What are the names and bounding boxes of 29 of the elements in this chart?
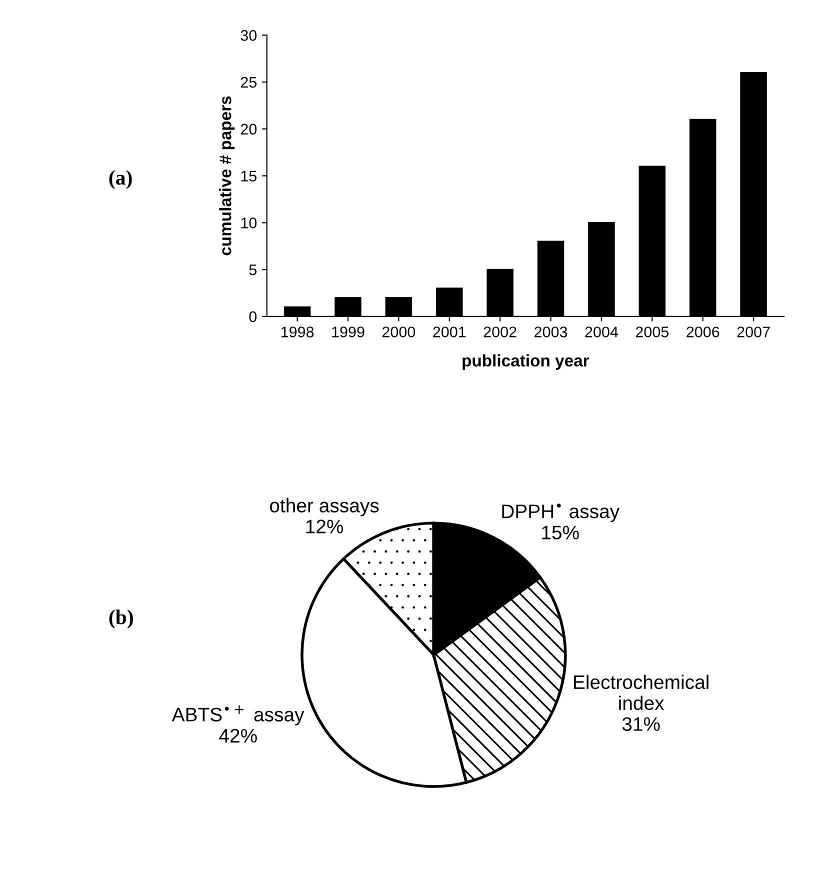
y-axis-title: cumulative # papers bbox=[219, 96, 235, 256]
data-label: 15% bbox=[542, 526, 579, 540]
data-label: 42% bbox=[219, 728, 257, 743]
x-tick-label: 2003 bbox=[534, 326, 568, 338]
data-label: 12% bbox=[306, 520, 344, 534]
data-label: 31% bbox=[622, 717, 660, 731]
y-tick-label: 30 bbox=[240, 30, 257, 41]
y-tick-label: 10 bbox=[241, 218, 257, 228]
x-tick-label: 2001 bbox=[433, 326, 466, 338]
y-tick-label: 15 bbox=[241, 170, 257, 182]
x-tick-label: 1999 bbox=[332, 326, 364, 338]
x-tick-label: 2006 bbox=[686, 326, 720, 338]
x-tick-label: 2005 bbox=[636, 326, 669, 338]
x-tick-label: 1998 bbox=[281, 326, 314, 338]
y-tick-label: 5 bbox=[249, 264, 257, 276]
y-tick-label: 0 bbox=[249, 311, 257, 322]
y-tick-label: 25 bbox=[240, 76, 257, 88]
slice-label: DPPH$^{•}$ assay bbox=[502, 504, 620, 522]
slice-label: other assays bbox=[270, 498, 379, 516]
text: (b) bbox=[109, 610, 133, 629]
slice-label: Electrochemical index bbox=[574, 674, 708, 710]
x-axis-title: publication year bbox=[462, 354, 590, 370]
x-tick-label: 2002 bbox=[484, 326, 516, 338]
x-tick-label: 2000 bbox=[382, 326, 416, 338]
slice-label: ABTS$^{•+}$ assay bbox=[172, 705, 304, 726]
y-tick-label: 20 bbox=[240, 124, 257, 135]
x-tick-label: 2004 bbox=[585, 326, 618, 338]
x-tick-label: 2007 bbox=[737, 326, 770, 338]
text: (a) bbox=[109, 170, 132, 190]
